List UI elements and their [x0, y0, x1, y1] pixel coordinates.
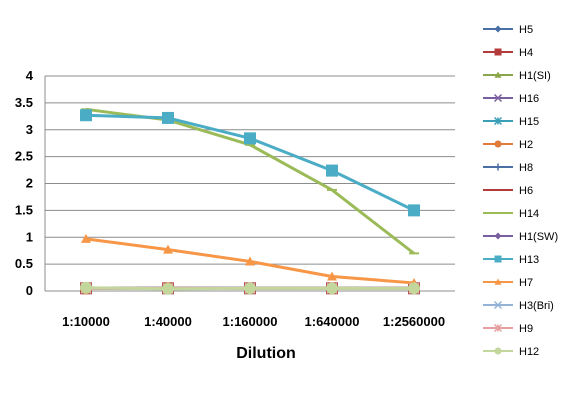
series-h14 [81, 107, 419, 255]
legend-label: H5 [519, 24, 533, 36]
legend-label: H2 [519, 139, 533, 151]
data-point-h7 [327, 271, 337, 281]
legend-label: H15 [519, 116, 539, 128]
legend-marker [494, 71, 502, 78]
legend-item-h2: H2 [483, 139, 533, 151]
data-point-h13 [408, 204, 420, 217]
legend-label: H1(SI) [519, 70, 551, 82]
y-tick-label: 0.5 [15, 256, 33, 271]
y-tick-label: 3.5 [15, 95, 33, 110]
legend-marker [494, 232, 502, 240]
data-point-h13 [162, 111, 174, 124]
series-group [80, 107, 420, 295]
legend-item-h1-si: H1(SI) [483, 70, 551, 82]
legend-label: H1(SW) [519, 231, 558, 243]
x-tick-label: 1:10000 [62, 314, 110, 329]
legend-item-h14: H14 [483, 208, 539, 220]
y-tick-label: 2 [26, 176, 33, 191]
y-tick-label: 0 [26, 283, 33, 298]
y-axis: 0 0.5 1 1.5 2 2.5 3 3.5 4 [15, 68, 46, 298]
data-point-h13 [244, 132, 256, 145]
legend-item-h3-bri: H3(Bri) [483, 300, 554, 312]
gridlines [45, 75, 455, 292]
data-point-h7 [245, 256, 255, 266]
legend-label: H8 [519, 162, 533, 174]
series-line-h14 [85, 107, 415, 255]
y-tick-label: 4 [26, 68, 34, 83]
y-tick-label: 1 [26, 229, 33, 244]
y-tick-label: 1.5 [15, 202, 33, 217]
legend-item-h6: H6 [483, 185, 533, 197]
legend-item-h16: H16 [483, 93, 539, 105]
legend-label: H4 [519, 47, 533, 59]
legend-item-h13: H13 [483, 254, 539, 266]
legend-marker [493, 300, 503, 310]
legend-label: H16 [519, 93, 539, 105]
x-tick-label: 1:2560000 [383, 314, 445, 329]
y-tick-label: 2.5 [15, 149, 33, 164]
series-h13 [80, 109, 420, 217]
data-point-h7 [163, 244, 173, 254]
legend-label: H14 [519, 208, 539, 220]
data-point-h7 [81, 233, 91, 243]
legend-item-h1-sw: H1(SW) [483, 231, 558, 243]
x-tick-label: 1:160000 [223, 314, 278, 329]
legend-item-h12: H12 [483, 346, 539, 358]
data-point-h12 [326, 282, 338, 295]
data-point-h12 [408, 282, 420, 295]
data-point-h12 [244, 282, 256, 295]
legend-marker [494, 140, 502, 148]
legend-marker [494, 278, 502, 285]
legend-marker [494, 255, 502, 263]
legend-marker [494, 163, 502, 171]
legend-item-h4: H4 [483, 47, 533, 59]
legend-label: H13 [519, 254, 539, 266]
data-point-h13 [326, 164, 338, 177]
legend: H5 H4 H1(SI) H16 H15 H2 H8 H6 H14 H1(SW) H13 H7 H3(B… [483, 24, 558, 358]
y-tick-label: 3 [26, 122, 33, 137]
legend-item-h8: H8 [483, 162, 533, 174]
legend-marker [493, 93, 503, 103]
legend-item-h9: H9 [483, 323, 533, 335]
data-point-h13 [80, 109, 92, 122]
series-h7 [81, 233, 419, 287]
series-h12 [80, 281, 420, 295]
legend-label: H7 [519, 277, 533, 289]
legend-item-h5: H5 [483, 24, 533, 36]
legend-item-h7: H7 [483, 277, 533, 289]
legend-label: H3(Bri) [519, 300, 554, 312]
legend-marker [493, 323, 503, 333]
x-tick-label: 1:640000 [305, 314, 360, 329]
data-point-h12 [80, 281, 92, 294]
x-axis: 1:10000 1:40000 1:160000 1:640000 1:2560000 [62, 314, 445, 329]
legend-item-h15: H15 [483, 116, 539, 128]
legend-label: H12 [519, 346, 539, 358]
legend-marker [494, 347, 502, 355]
legend-label: H9 [519, 323, 533, 335]
legend-marker [494, 48, 502, 56]
legend-marker [493, 116, 503, 126]
x-axis-title: Dilution [236, 345, 296, 362]
legend-label: H6 [519, 185, 533, 197]
data-point-h12 [162, 282, 174, 295]
legend-marker [494, 25, 502, 33]
x-tick-label: 1:40000 [144, 314, 192, 329]
